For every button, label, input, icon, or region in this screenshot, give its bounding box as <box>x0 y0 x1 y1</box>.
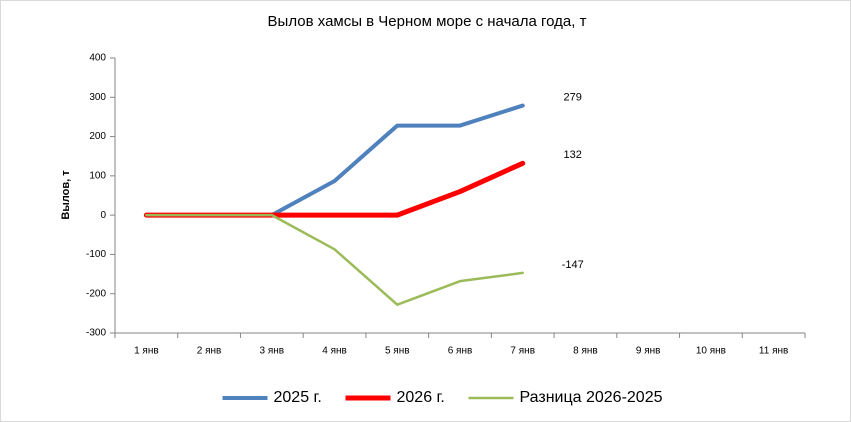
x-tick-label: 2 янв <box>197 346 222 357</box>
y-tick-label: 300 <box>89 92 106 103</box>
chart-title: Вылов хамсы в Черном море с начала года,… <box>268 13 587 30</box>
x-tick-label: 1 янв <box>134 346 159 357</box>
x-tick-label: 7 янв <box>510 346 535 357</box>
legend-label: 2025 г. <box>274 389 322 406</box>
y-tick-label: -100 <box>86 249 106 260</box>
data-label: 279 <box>564 91 582 103</box>
x-tick-label: 6 янв <box>448 346 473 357</box>
x-tick-label: 10 янв <box>696 346 726 357</box>
series-line <box>145 213 524 306</box>
y-axis-label: Вылов, т <box>60 170 72 220</box>
x-tick-label: 8 янв <box>573 346 598 357</box>
data-label: 132 <box>564 149 582 161</box>
y-tick-label: 0 <box>100 210 106 221</box>
legend-label: 2026 г. <box>397 389 445 406</box>
y-tick-label: -300 <box>86 328 106 339</box>
x-tick-label: 9 янв <box>636 346 661 357</box>
y-tick-label: 400 <box>89 53 106 64</box>
x-tick-label: 5 янв <box>385 346 410 357</box>
y-tick-label: -200 <box>86 288 106 299</box>
x-tick-label: 3 янв <box>260 346 285 357</box>
x-tick-label: 4 янв <box>322 346 347 357</box>
legend-label: Разница 2026-2025 <box>520 389 663 406</box>
y-tick-label: 100 <box>89 170 106 181</box>
data-label: -147 <box>562 259 584 271</box>
x-tick-label: 11 янв <box>759 346 788 357</box>
y-tick-label: 200 <box>89 131 106 142</box>
